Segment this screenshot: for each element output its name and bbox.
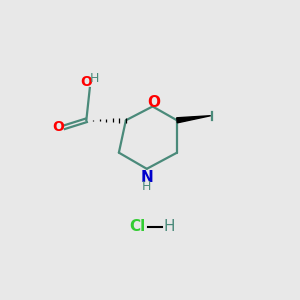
- Text: N: N: [140, 170, 153, 185]
- Text: H: H: [164, 219, 175, 234]
- Text: Cl: Cl: [129, 219, 146, 234]
- Text: O: O: [52, 120, 64, 134]
- Text: H: H: [142, 180, 152, 193]
- Text: O: O: [147, 95, 160, 110]
- Text: O: O: [80, 75, 92, 89]
- Text: H: H: [90, 72, 99, 85]
- Polygon shape: [177, 116, 211, 123]
